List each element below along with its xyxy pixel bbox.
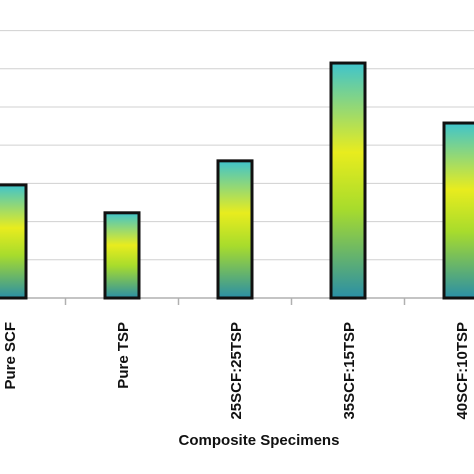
category-label: 25SCF:25TSP bbox=[228, 322, 245, 420]
bar-35scf-15tsp bbox=[329, 61, 367, 300]
category-label: 40SCF:10TSP bbox=[454, 322, 471, 420]
bar-pure-tsp bbox=[103, 211, 141, 300]
category-label: Pure SCF bbox=[2, 322, 19, 390]
bar-40scf-10tsp bbox=[442, 121, 474, 300]
bar-25scf-25tsp bbox=[216, 159, 254, 300]
category-labels: Pure SCF Pure TSP 25SCF:25TSP 35SCF:15TSP 40… bbox=[2, 322, 471, 420]
bar-pure-scf bbox=[0, 183, 28, 300]
category-label: Pure TSP bbox=[115, 322, 132, 389]
bars bbox=[0, 61, 474, 300]
x-axis-title: Composite Specimens bbox=[179, 432, 340, 449]
category-label: 35SCF:15TSP bbox=[341, 322, 358, 420]
